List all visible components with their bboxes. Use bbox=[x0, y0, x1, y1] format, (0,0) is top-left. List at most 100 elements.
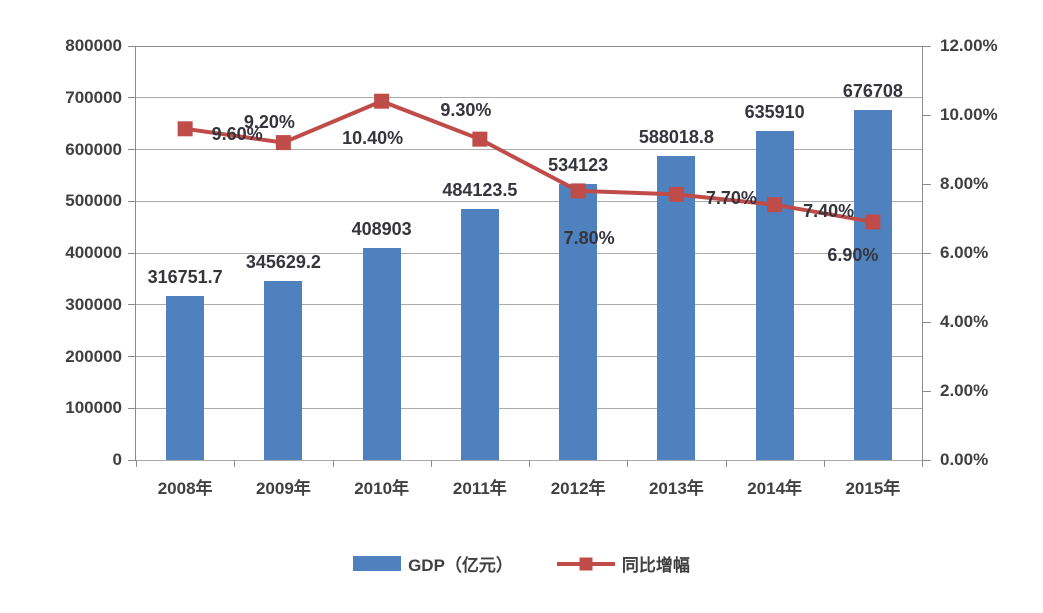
gdp-bar-2008年 bbox=[166, 296, 205, 460]
left-axis-tick bbox=[128, 304, 136, 306]
x-axis-category-label: 2015年 bbox=[845, 479, 901, 498]
right-axis-tick-label: 10.00% bbox=[940, 105, 998, 124]
left-axis-tick-label: 200000 bbox=[65, 346, 122, 366]
right-axis-tick bbox=[923, 252, 931, 254]
left-axis-tick-label: 700000 bbox=[65, 87, 122, 107]
left-axis-tick-label: 0 bbox=[112, 450, 122, 469]
bar-value-label: 345629.2 bbox=[245, 252, 321, 273]
left-axis-tick bbox=[128, 45, 136, 47]
left-axis-tick-label: 800000 bbox=[65, 36, 122, 55]
x-axis-tick bbox=[725, 460, 727, 467]
growth-marker bbox=[865, 214, 881, 230]
growth-value-label: 9.20% bbox=[243, 111, 295, 132]
left-axis-tick bbox=[128, 407, 136, 409]
x-axis-tick bbox=[234, 460, 236, 467]
gdp-bar-2009年 bbox=[264, 281, 303, 460]
right-axis-tick-label: 4.00% bbox=[940, 312, 989, 331]
gridline bbox=[136, 304, 922, 306]
growth-value-label: 9.60% bbox=[211, 123, 263, 144]
bar-value-label: 408903 bbox=[351, 219, 412, 240]
right-axis-tick-label: 8.00% bbox=[940, 174, 989, 193]
x-axis-tick bbox=[332, 460, 334, 467]
right-axis-tick-label: 6.00% bbox=[940, 243, 989, 262]
gdp-bar-2010年 bbox=[362, 248, 401, 460]
x-axis-category-label: 2013年 bbox=[648, 479, 704, 498]
growth-value-label: 7.40% bbox=[803, 200, 855, 221]
x-axis-tick bbox=[627, 460, 629, 467]
right-axis-tick-label: 0.00% bbox=[940, 450, 989, 469]
left-axis-tick bbox=[128, 149, 136, 150]
left-axis-line bbox=[135, 46, 136, 461]
gdp-bar-2013年 bbox=[657, 155, 696, 460]
right-axis-tick bbox=[923, 390, 931, 392]
right-axis-line bbox=[922, 46, 923, 461]
right-axis-tick-label: 12.00% bbox=[940, 36, 998, 55]
gdp-bar-2014年 bbox=[755, 130, 794, 460]
growth-value-label: 7.70% bbox=[705, 188, 757, 209]
right-axis-tick bbox=[923, 114, 931, 116]
x-axis-category-label: 2010年 bbox=[354, 479, 410, 498]
legend-label-growth: 同比增幅 bbox=[621, 556, 690, 575]
gridline bbox=[136, 45, 922, 47]
bar-value-label: 635910 bbox=[744, 101, 805, 122]
bar-value-label: 484123.5 bbox=[442, 180, 518, 201]
right-axis-tick bbox=[923, 183, 931, 185]
legend: GDP（亿元） 同比增幅 bbox=[0, 551, 1043, 576]
bar-value-label: 676708 bbox=[842, 80, 903, 101]
gridline bbox=[136, 200, 922, 202]
x-axis-tick bbox=[823, 460, 825, 467]
gdp-bar-2015年 bbox=[853, 109, 892, 460]
gdp-bar-2012年 bbox=[559, 183, 598, 460]
left-axis-tick-label: 600000 bbox=[65, 139, 122, 159]
left-axis-tick-label: 400000 bbox=[65, 243, 122, 262]
gridline bbox=[136, 97, 922, 99]
gridline bbox=[136, 149, 922, 150]
gdp-bar-swatch-icon bbox=[353, 556, 402, 571]
x-axis-tick bbox=[529, 460, 530, 467]
growth-marker bbox=[472, 131, 488, 147]
gridline bbox=[136, 407, 922, 409]
x-axis-category-label: 2009年 bbox=[255, 479, 311, 498]
growth-line-swatch-icon bbox=[556, 557, 615, 570]
x-axis-category-label: 2008年 bbox=[157, 479, 213, 498]
x-axis-tick bbox=[922, 460, 923, 467]
growth-marker-icon bbox=[579, 557, 593, 570]
left-axis-tick bbox=[128, 97, 136, 99]
right-axis-tick bbox=[923, 459, 931, 461]
right-axis-tick bbox=[923, 45, 931, 47]
growth-value-label: 7.80% bbox=[563, 227, 615, 248]
growth-marker bbox=[177, 121, 193, 137]
x-axis-tick bbox=[136, 460, 137, 467]
left-axis-tick-label: 300000 bbox=[65, 294, 122, 314]
legend-item-growth: 同比增幅 bbox=[556, 551, 690, 576]
bar-value-label: 316751.7 bbox=[147, 267, 223, 288]
gdp-bar-2011年 bbox=[460, 209, 499, 460]
left-axis-tick bbox=[128, 252, 136, 254]
left-axis-tick bbox=[128, 356, 136, 357]
growth-marker bbox=[374, 93, 390, 109]
left-axis-tick-label: 500000 bbox=[65, 191, 122, 211]
gridline bbox=[136, 356, 922, 357]
bar-value-label: 588018.8 bbox=[638, 126, 714, 147]
growth-marker bbox=[275, 135, 291, 151]
right-axis-tick-label: 2.00% bbox=[940, 381, 989, 400]
growth-value-label: 6.90% bbox=[827, 244, 879, 265]
x-axis-category-label: 2012年 bbox=[550, 479, 606, 498]
growth-value-label: 10.40% bbox=[342, 128, 404, 149]
x-axis-tick bbox=[430, 460, 432, 467]
bar-value-label: 534123 bbox=[548, 154, 609, 175]
legend-item-gdp: GDP（亿元） bbox=[353, 551, 513, 576]
gridline bbox=[136, 252, 922, 254]
growth-marker bbox=[767, 197, 783, 213]
legend-label-gdp: GDP（亿元） bbox=[408, 556, 513, 575]
right-axis-tick bbox=[923, 321, 931, 323]
left-axis-tick-label: 100000 bbox=[65, 398, 122, 418]
growth-marker bbox=[668, 186, 684, 202]
growth-marker bbox=[570, 183, 586, 199]
growth-value-label: 9.30% bbox=[440, 100, 492, 121]
left-axis-tick bbox=[128, 459, 136, 461]
x-axis-category-label: 2014年 bbox=[747, 479, 803, 498]
x-axis-category-label: 2011年 bbox=[452, 479, 507, 498]
